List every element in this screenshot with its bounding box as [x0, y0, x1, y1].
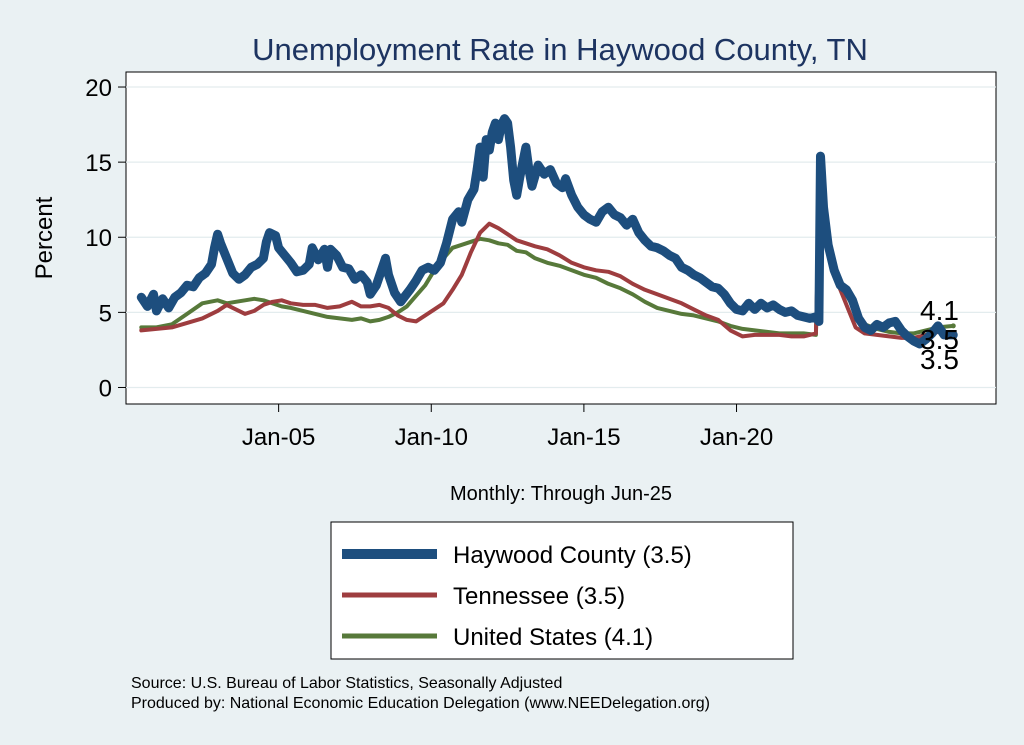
end-marker: [950, 332, 956, 338]
legend-label: Tennessee (3.5): [453, 583, 625, 610]
end-marker: [950, 323, 956, 329]
legend-label: United States (4.1): [453, 624, 653, 651]
x-tick-label: Jan-15: [547, 424, 620, 451]
source-line-1: Source: U.S. Bureau of Labor Statistics,…: [131, 675, 562, 692]
end-label: 3.5: [920, 324, 959, 355]
y-axis-title: Percent: [31, 196, 58, 279]
end-labels: 4.13.53.5: [920, 295, 959, 375]
y-tick-label: 15: [85, 150, 112, 177]
end-label: 3.5: [920, 344, 959, 375]
y-tick-label: 20: [85, 75, 112, 102]
x-axis: Jan-05 Jan-10 Jan-15 Jan-20: [242, 404, 773, 451]
x-tick-label: Jan-10: [395, 424, 468, 451]
plot-area: [125, 71, 997, 405]
x-axis-note: Monthly: Through Jun-25: [450, 483, 672, 505]
series-lines: [136, 114, 958, 349]
series-line-haywood-county: [136, 114, 958, 349]
end-label: 4.1: [920, 295, 959, 326]
chart-title: Unemployment Rate in Haywood County, TN: [252, 32, 868, 67]
x-tick-label: Jan-20: [700, 424, 773, 451]
y-tick-label: 10: [85, 225, 112, 252]
legend: Haywood County (3.5) Tennessee (3.5) Unite…: [342, 542, 692, 651]
y-axis: 0 5 10 15 20: [85, 75, 126, 402]
x-tick-label: Jan-05: [242, 424, 315, 451]
y-tick-label: 0: [99, 375, 112, 402]
legend-label: Haywood County (3.5): [453, 542, 692, 569]
source-line-2: Produced by: National Economic Education…: [131, 695, 710, 712]
y-tick-label: 5: [99, 300, 112, 327]
